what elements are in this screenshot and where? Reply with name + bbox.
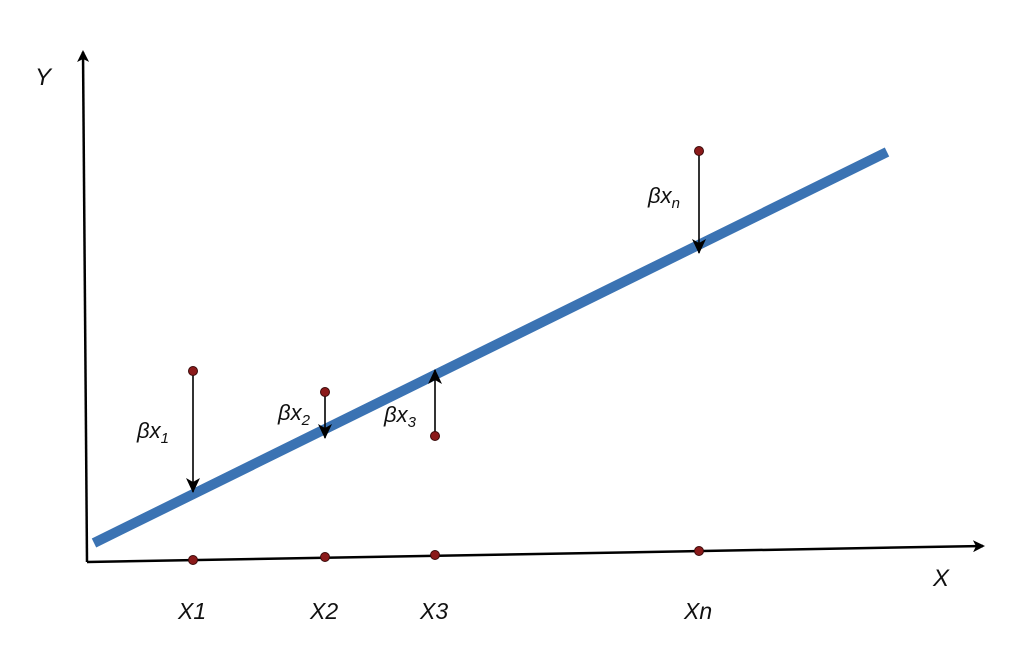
data-point-2 <box>320 387 330 397</box>
residual-label-n: βxn <box>647 183 680 212</box>
y-axis <box>77 50 90 563</box>
x-tick-point-2 <box>320 552 330 562</box>
x-tick-label-3: X3 <box>419 598 448 624</box>
residual-label-3: βx3 <box>383 402 417 431</box>
residual-label-2-subscript: 2 <box>301 412 311 429</box>
x-tick-point-1 <box>188 555 198 565</box>
data-point-3 <box>430 431 440 441</box>
residual-label-1: βx1 <box>136 418 169 447</box>
residual-label-n-subscript: n <box>672 195 680 212</box>
x-tick-label-1: X1 <box>177 598 206 624</box>
x-tick-label-2: X2 <box>309 598 338 624</box>
residual-label-2-symbol: βx <box>277 400 303 425</box>
residual-label-2: βx2 <box>277 400 311 429</box>
residual-label-1-symbol: βx <box>136 418 162 443</box>
x-axis <box>86 540 985 564</box>
x-tick-point-3 <box>430 550 440 560</box>
residual-label-3-symbol: βx <box>383 402 409 427</box>
x-tick-point-n <box>694 546 704 556</box>
residual-label-3-subscript: 3 <box>408 414 417 431</box>
residual-label-1-subscript: 1 <box>161 430 169 447</box>
residual-label-n-symbol: βx <box>647 183 673 208</box>
y-axis-label: Y <box>35 64 53 91</box>
regression-line <box>91 147 890 548</box>
x-tick-label-n: Xn <box>683 598 712 624</box>
data-point-n <box>694 146 704 156</box>
data-point-1 <box>188 366 198 376</box>
x-axis-label: X <box>932 565 950 592</box>
